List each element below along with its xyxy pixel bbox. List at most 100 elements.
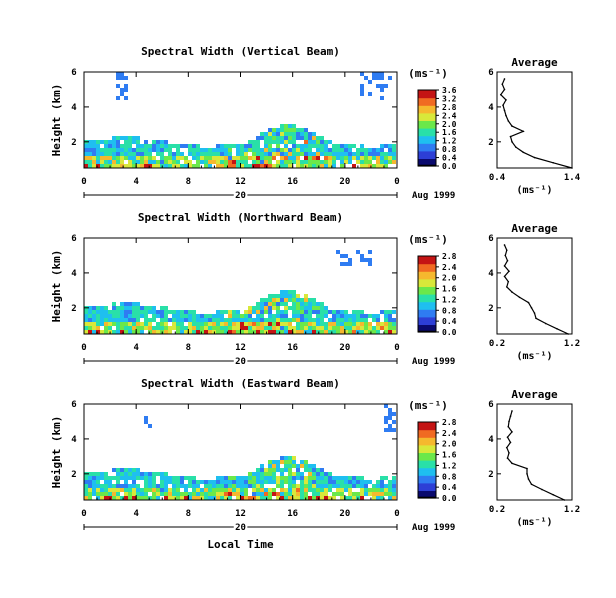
colorbar-tick-label: 2.0 <box>442 440 457 449</box>
colorbar-unit: (ms⁻¹) <box>408 233 448 246</box>
colorbar-step <box>418 460 436 463</box>
x-tick-label: 4 <box>133 177 139 187</box>
colorbar-step <box>418 137 436 140</box>
average-y-tick-label: 2 <box>488 304 493 314</box>
average-frame <box>496 237 573 335</box>
average-profile-point <box>507 425 510 428</box>
colorbar-step <box>418 311 436 314</box>
colorbar-step <box>418 473 436 476</box>
date-day-label: 20 <box>235 523 246 533</box>
colorbar-step <box>418 154 436 158</box>
colorbar-step <box>418 158 436 161</box>
average-profile-point <box>571 167 573 169</box>
colorbar-step <box>418 423 436 427</box>
colorbar-step <box>418 486 436 490</box>
colorbar-frame <box>417 89 437 167</box>
colorbar-step <box>418 110 436 114</box>
colorbar-step <box>418 162 436 165</box>
colorbar-step <box>418 105 436 108</box>
colorbar-tick-label: 0.0 <box>442 494 457 503</box>
colorbar-step <box>418 429 436 433</box>
average-profile-line <box>500 78 573 169</box>
average-frame <box>496 403 573 501</box>
average-profile-point <box>511 125 513 127</box>
average-profile-point <box>511 431 513 433</box>
x-tick-label: 20 <box>339 509 350 519</box>
average-profile-point <box>530 307 533 309</box>
average-title: Average <box>511 388 558 401</box>
colorbar-step <box>418 148 436 152</box>
colorbar-unit: (ms⁻¹) <box>408 67 448 80</box>
colorbar-step <box>418 271 436 274</box>
colorbar-step <box>418 261 436 265</box>
colorbar-step <box>418 299 436 303</box>
colorbar-step <box>418 284 436 287</box>
colorbar-step <box>418 448 436 452</box>
colorbar-tick-label: 0.4 <box>442 154 457 163</box>
y-tick-label: 2 <box>71 470 76 480</box>
colorbar-step <box>418 128 436 131</box>
colorbar-tick-label: 1.2 <box>442 295 457 304</box>
colorbar-tick-label: 2.0 <box>442 274 457 283</box>
x-axis-label: Local Time <box>207 538 274 551</box>
heatmap-cells <box>84 72 396 168</box>
average-profile-point <box>503 109 506 112</box>
colorbar-step <box>418 290 436 293</box>
colorbar-step <box>418 494 436 497</box>
x-tick-label: 20 <box>339 177 350 187</box>
panel-title: Spectral Width (Eastward Beam) <box>141 377 340 390</box>
average-x-tick-label: 0.2 <box>489 339 505 349</box>
colorbar-tick-label: 0.0 <box>442 328 457 337</box>
average-profile-point <box>508 452 510 454</box>
average-profile-point <box>514 146 517 148</box>
average-profile-point <box>511 291 513 293</box>
average-profile-point <box>505 114 507 117</box>
colorbar-step <box>418 425 436 429</box>
date-label: Aug 1999 <box>412 191 455 201</box>
x-tick-label: 8 <box>186 177 191 187</box>
panel-title: Spectral Width (Vertical Beam) <box>141 45 340 58</box>
colorbar-step <box>418 275 436 278</box>
average-profile-point <box>506 259 509 262</box>
colorbar-step <box>418 269 436 272</box>
colorbar-frame <box>417 255 437 333</box>
average-profile-point <box>530 483 533 486</box>
average-x-tick-label: 1.2 <box>564 339 580 349</box>
date-day-label: 20 <box>235 191 246 201</box>
y-tick-label: 6 <box>71 234 76 244</box>
average-profile-line <box>503 244 569 335</box>
colorbar-tick-label: 2.8 <box>442 418 457 427</box>
average-profile-point <box>508 420 510 423</box>
x-tick-label: 8 <box>186 509 191 519</box>
colorbar-step <box>418 141 436 144</box>
average-profile-point <box>505 249 508 252</box>
colorbar-step <box>418 118 436 121</box>
average-profile-point <box>533 156 536 159</box>
colorbar-step <box>418 109 436 112</box>
heatmap-cells <box>84 250 396 334</box>
average-profile-point <box>522 151 525 154</box>
colorbar-step <box>418 295 436 299</box>
x-tick-label: 20 <box>339 343 350 353</box>
colorbar-step <box>418 297 436 301</box>
colorbar-tick-label: 3.2 <box>442 94 457 103</box>
average-profile-point <box>527 301 530 304</box>
y-tick-label: 4 <box>71 435 77 445</box>
colorbar-tick-label: 1.6 <box>442 128 457 137</box>
average-x-label: (ms⁻¹) <box>516 517 552 528</box>
average-profile-point <box>508 270 510 272</box>
average-y-tick-label: 4 <box>488 103 494 113</box>
average-profile-point <box>503 265 506 267</box>
colorbar-tick-label: 3.6 <box>442 86 457 95</box>
colorbar-step <box>418 458 436 461</box>
colorbar-step <box>418 452 436 455</box>
y-tick-label: 6 <box>71 68 76 78</box>
average-x-tick-label: 0.2 <box>489 505 505 515</box>
colorbar-step <box>418 95 436 99</box>
colorbar-step <box>418 280 436 284</box>
colorbar-step <box>418 324 436 327</box>
average-profile-point <box>541 488 543 491</box>
colorbar-step <box>418 313 436 316</box>
average-profile-point <box>509 441 512 444</box>
colorbar-step <box>418 471 436 474</box>
